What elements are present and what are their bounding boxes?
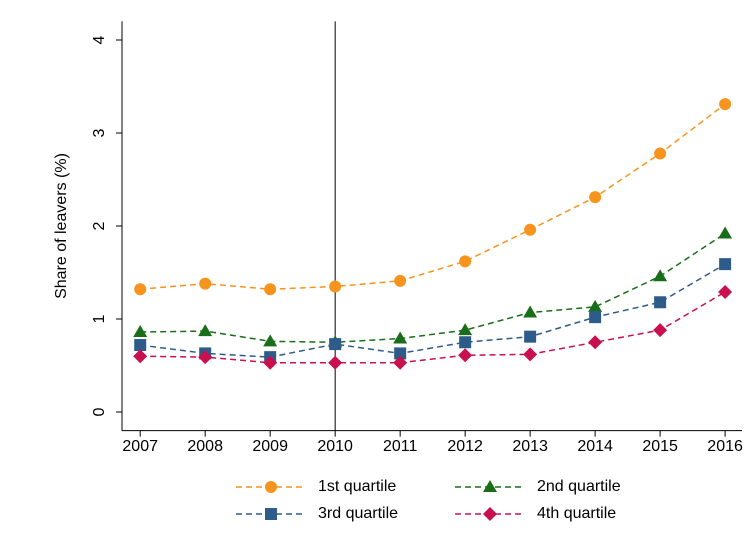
legend-marker <box>483 480 497 492</box>
y-tick-label: 3 <box>91 128 108 137</box>
series-line <box>140 291 726 364</box>
marker <box>654 296 667 309</box>
marker <box>719 98 732 111</box>
marker <box>134 283 147 296</box>
legend-marker <box>265 481 277 493</box>
marker <box>459 336 472 349</box>
x-tick-label: 2014 <box>577 438 613 455</box>
series-line <box>140 232 726 344</box>
series-line <box>140 263 726 358</box>
marker <box>718 226 733 239</box>
marker <box>589 191 602 204</box>
x-tick-label: 2007 <box>122 438 158 455</box>
marker <box>458 323 473 336</box>
marker <box>458 348 473 363</box>
y-tick-label: 2 <box>91 221 108 230</box>
marker <box>329 338 342 351</box>
marker <box>393 331 408 344</box>
marker <box>328 355 343 370</box>
marker <box>653 269 668 282</box>
x-tick-label: 2013 <box>512 438 548 455</box>
legend-marker <box>483 507 497 521</box>
marker <box>654 147 667 160</box>
series-line <box>140 103 726 290</box>
x-tick-label: 2016 <box>707 438 743 455</box>
marker <box>133 349 148 364</box>
marker <box>394 347 407 360</box>
x-tick-label: 2010 <box>317 438 353 455</box>
legend-label: 4th quartile <box>537 505 616 522</box>
marker <box>718 285 733 300</box>
marker <box>263 334 278 347</box>
legend-label: 1st quartile <box>318 478 396 495</box>
y-tick-label: 0 <box>91 407 108 416</box>
marker <box>653 323 668 338</box>
marker <box>459 255 472 268</box>
marker <box>263 355 278 370</box>
y-axis-label: Share of leavers (%) <box>53 153 70 299</box>
x-tick-label: 2009 <box>252 438 288 455</box>
marker <box>329 280 342 293</box>
marker <box>394 274 407 287</box>
y-tick-label: 4 <box>91 35 108 44</box>
marker <box>523 305 538 318</box>
marker <box>199 277 212 290</box>
marker <box>393 355 408 370</box>
marker <box>523 347 538 362</box>
legend-label: 2nd quartile <box>537 478 621 495</box>
x-tick-label: 2011 <box>383 438 418 455</box>
legend-marker <box>265 508 277 520</box>
marker <box>588 335 603 350</box>
marker <box>133 325 148 338</box>
legend-label: 3rd quartile <box>318 505 398 522</box>
marker <box>198 350 213 365</box>
marker <box>134 339 147 352</box>
x-tick-label: 2012 <box>447 438 483 455</box>
x-tick-label: 2008 <box>187 438 223 455</box>
marker <box>524 330 537 343</box>
marker <box>264 283 277 296</box>
marker <box>198 324 213 337</box>
marker <box>588 299 603 312</box>
marker <box>524 223 537 236</box>
marker <box>589 311 602 324</box>
x-tick-label: 2015 <box>642 438 678 455</box>
y-tick-label: 1 <box>91 314 108 323</box>
marker <box>719 258 732 271</box>
